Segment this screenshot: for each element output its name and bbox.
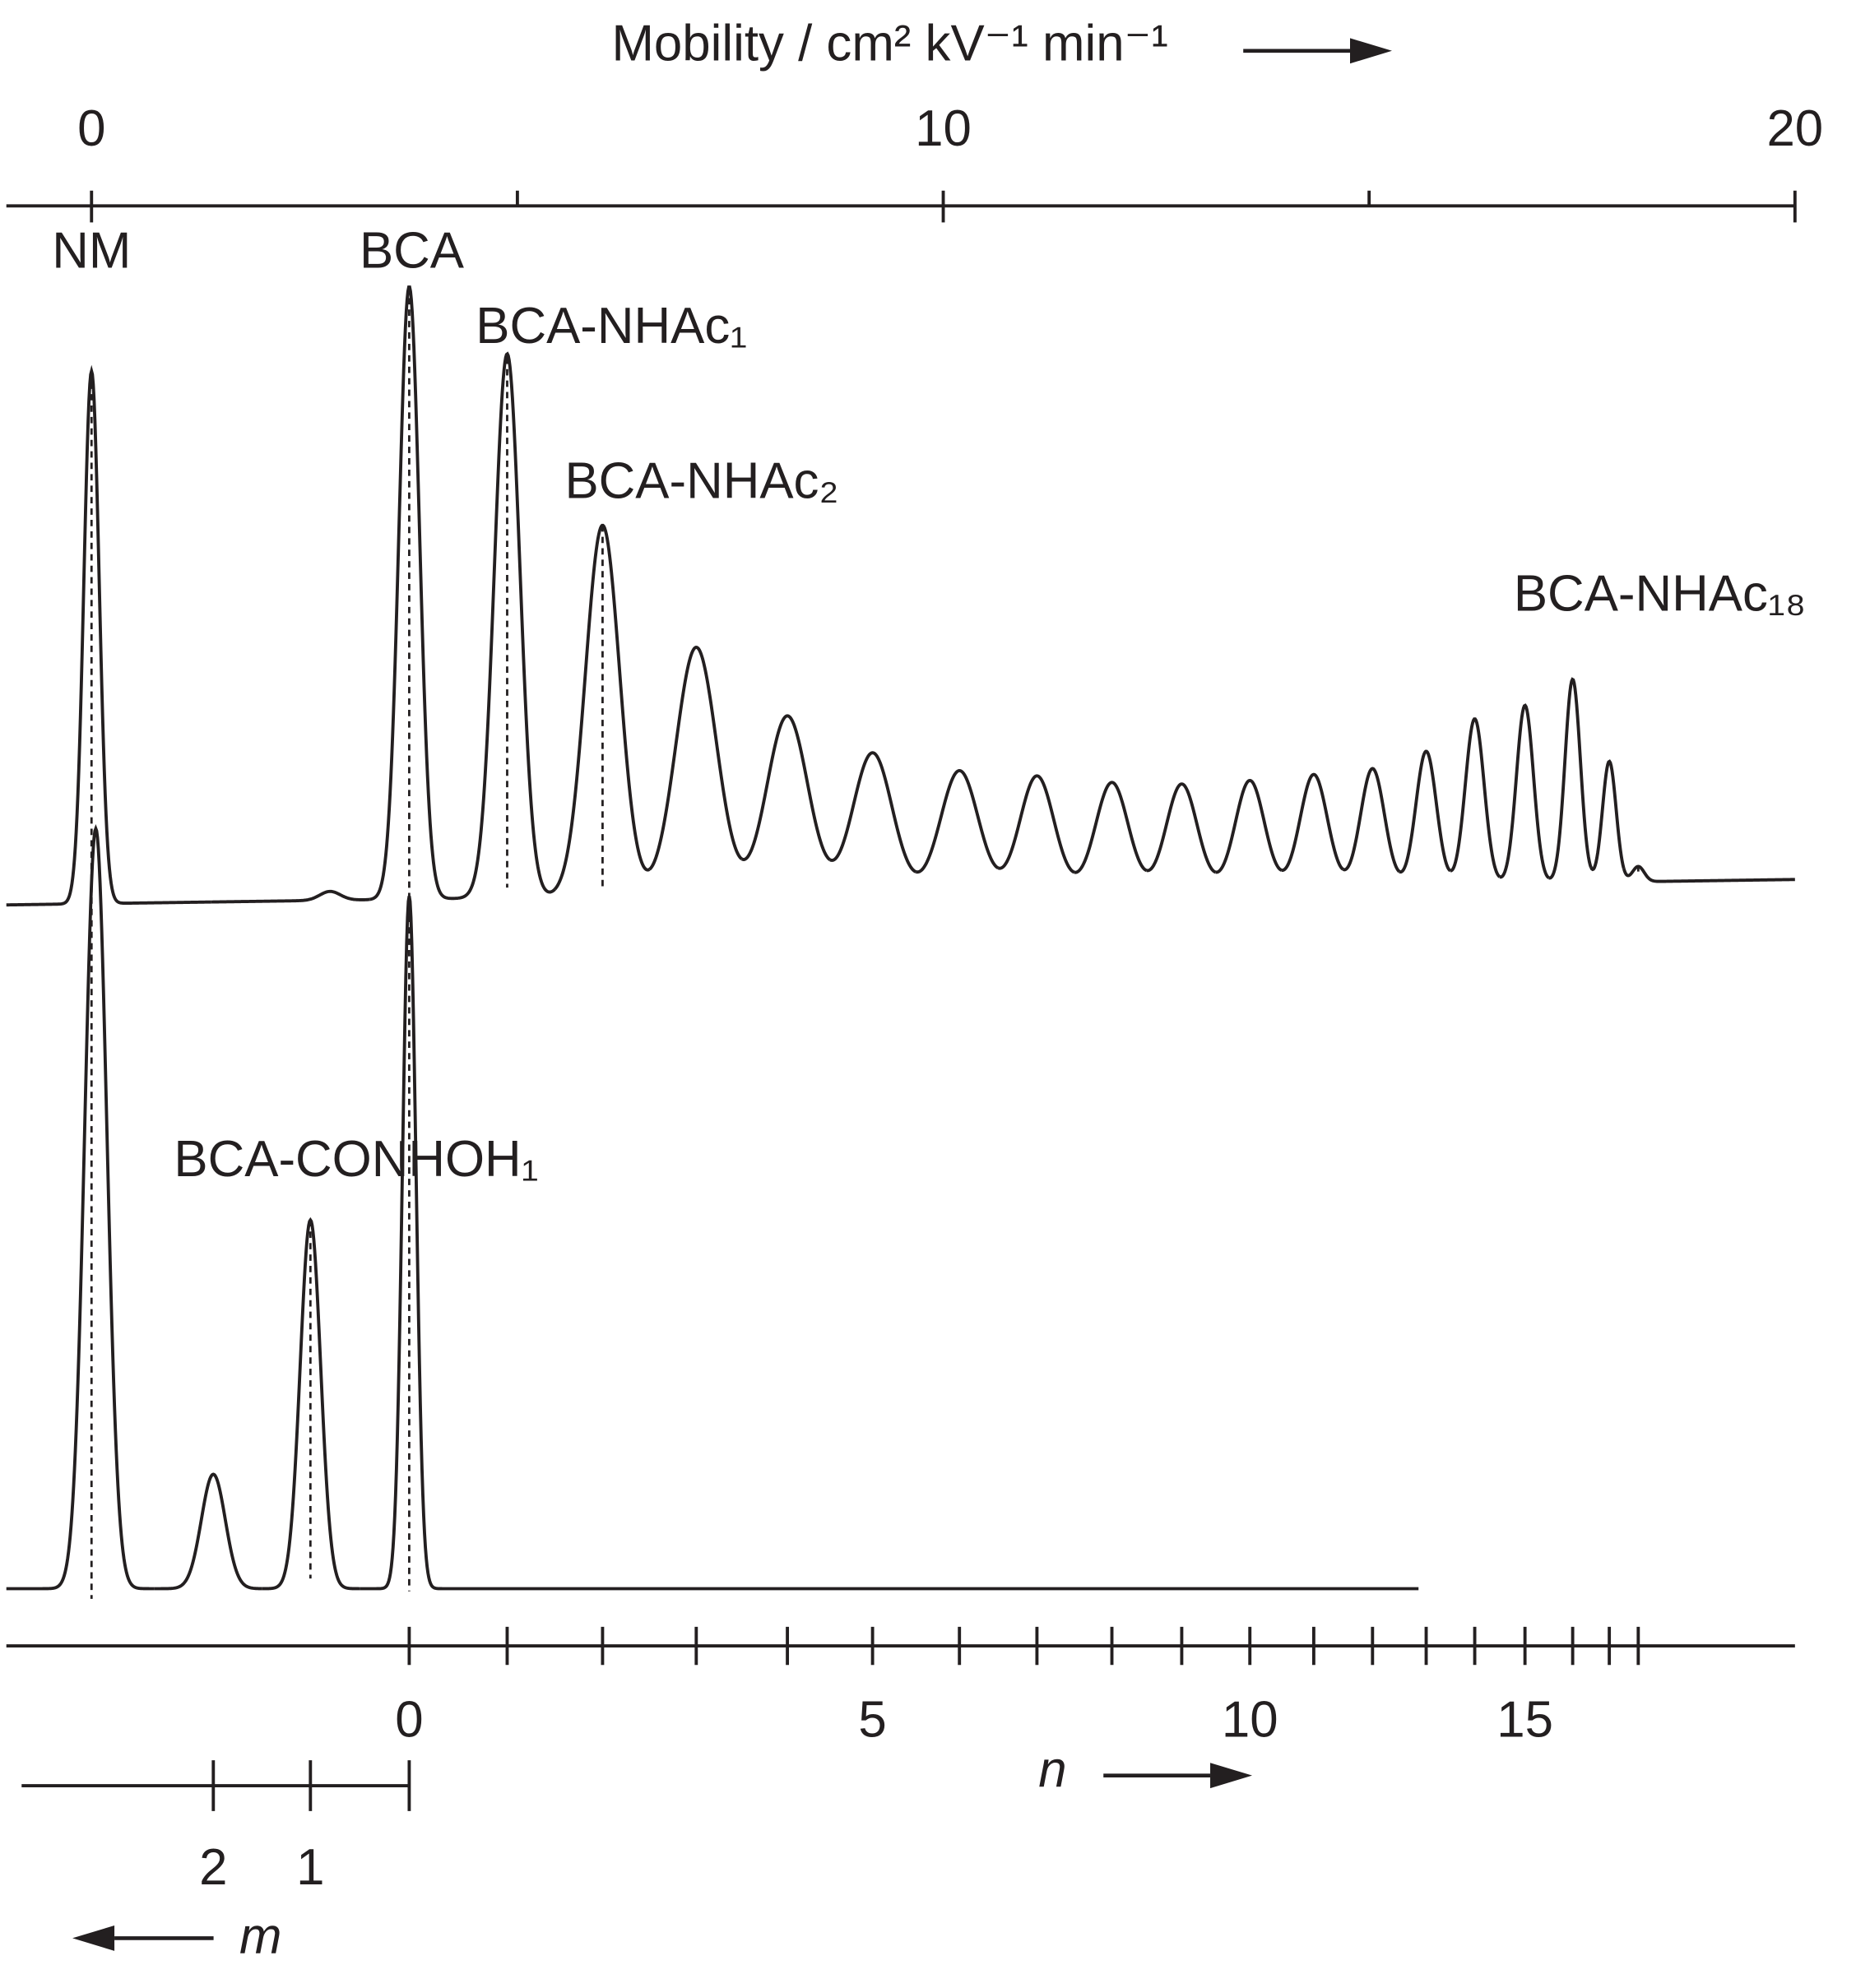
peak xyxy=(369,285,459,901)
arrow-head xyxy=(1350,38,1392,64)
peak xyxy=(1342,767,1401,874)
m-tick-label: 2 xyxy=(199,1839,227,1896)
peak-label: NM xyxy=(52,222,131,279)
peak-label: BCA-CONHOH₁ xyxy=(174,1131,538,1188)
peak xyxy=(1499,703,1550,879)
x-tick-label: 20 xyxy=(1766,100,1823,157)
peak xyxy=(1215,778,1283,874)
peak xyxy=(829,751,917,874)
m-axis-label: m xyxy=(239,1907,281,1964)
peak xyxy=(915,768,1000,874)
x-tick-label: 10 xyxy=(915,100,972,157)
peak xyxy=(1622,864,1795,883)
n-tick-label: 10 xyxy=(1222,1692,1278,1749)
arrow-head xyxy=(1210,1763,1253,1789)
peak xyxy=(997,774,1075,874)
peak xyxy=(360,896,1419,1591)
peak xyxy=(1450,717,1501,878)
peak xyxy=(457,351,556,900)
x-tick-label: 0 xyxy=(77,100,105,157)
peak xyxy=(1074,781,1148,874)
peak-label: BCA xyxy=(360,222,465,279)
peak xyxy=(1399,749,1451,874)
peak xyxy=(6,364,211,907)
peak xyxy=(6,824,155,1591)
peak xyxy=(211,889,370,904)
peak xyxy=(1548,677,1593,880)
peak xyxy=(648,645,743,871)
n-tick-label: 5 xyxy=(858,1692,886,1749)
peak-label: BCA-NHAc₁₈ xyxy=(1514,566,1806,623)
peak-label: BCA-NHAc₁ xyxy=(476,298,747,355)
x-axis-title: Mobility / cm² kV⁻¹ min⁻¹ xyxy=(611,16,1167,72)
peak-label: BCA-NHAc₂ xyxy=(564,453,838,510)
peak xyxy=(1589,759,1626,872)
n-axis-label: n xyxy=(1038,1741,1066,1798)
n-tick-label: 15 xyxy=(1496,1692,1553,1749)
m-tick-label: 1 xyxy=(296,1839,324,1896)
peak xyxy=(1146,782,1217,874)
peak xyxy=(1282,772,1344,872)
arrow-head xyxy=(72,1925,115,1951)
n-tick-label: 0 xyxy=(395,1692,423,1749)
peak xyxy=(740,714,831,861)
peak xyxy=(154,1472,262,1591)
